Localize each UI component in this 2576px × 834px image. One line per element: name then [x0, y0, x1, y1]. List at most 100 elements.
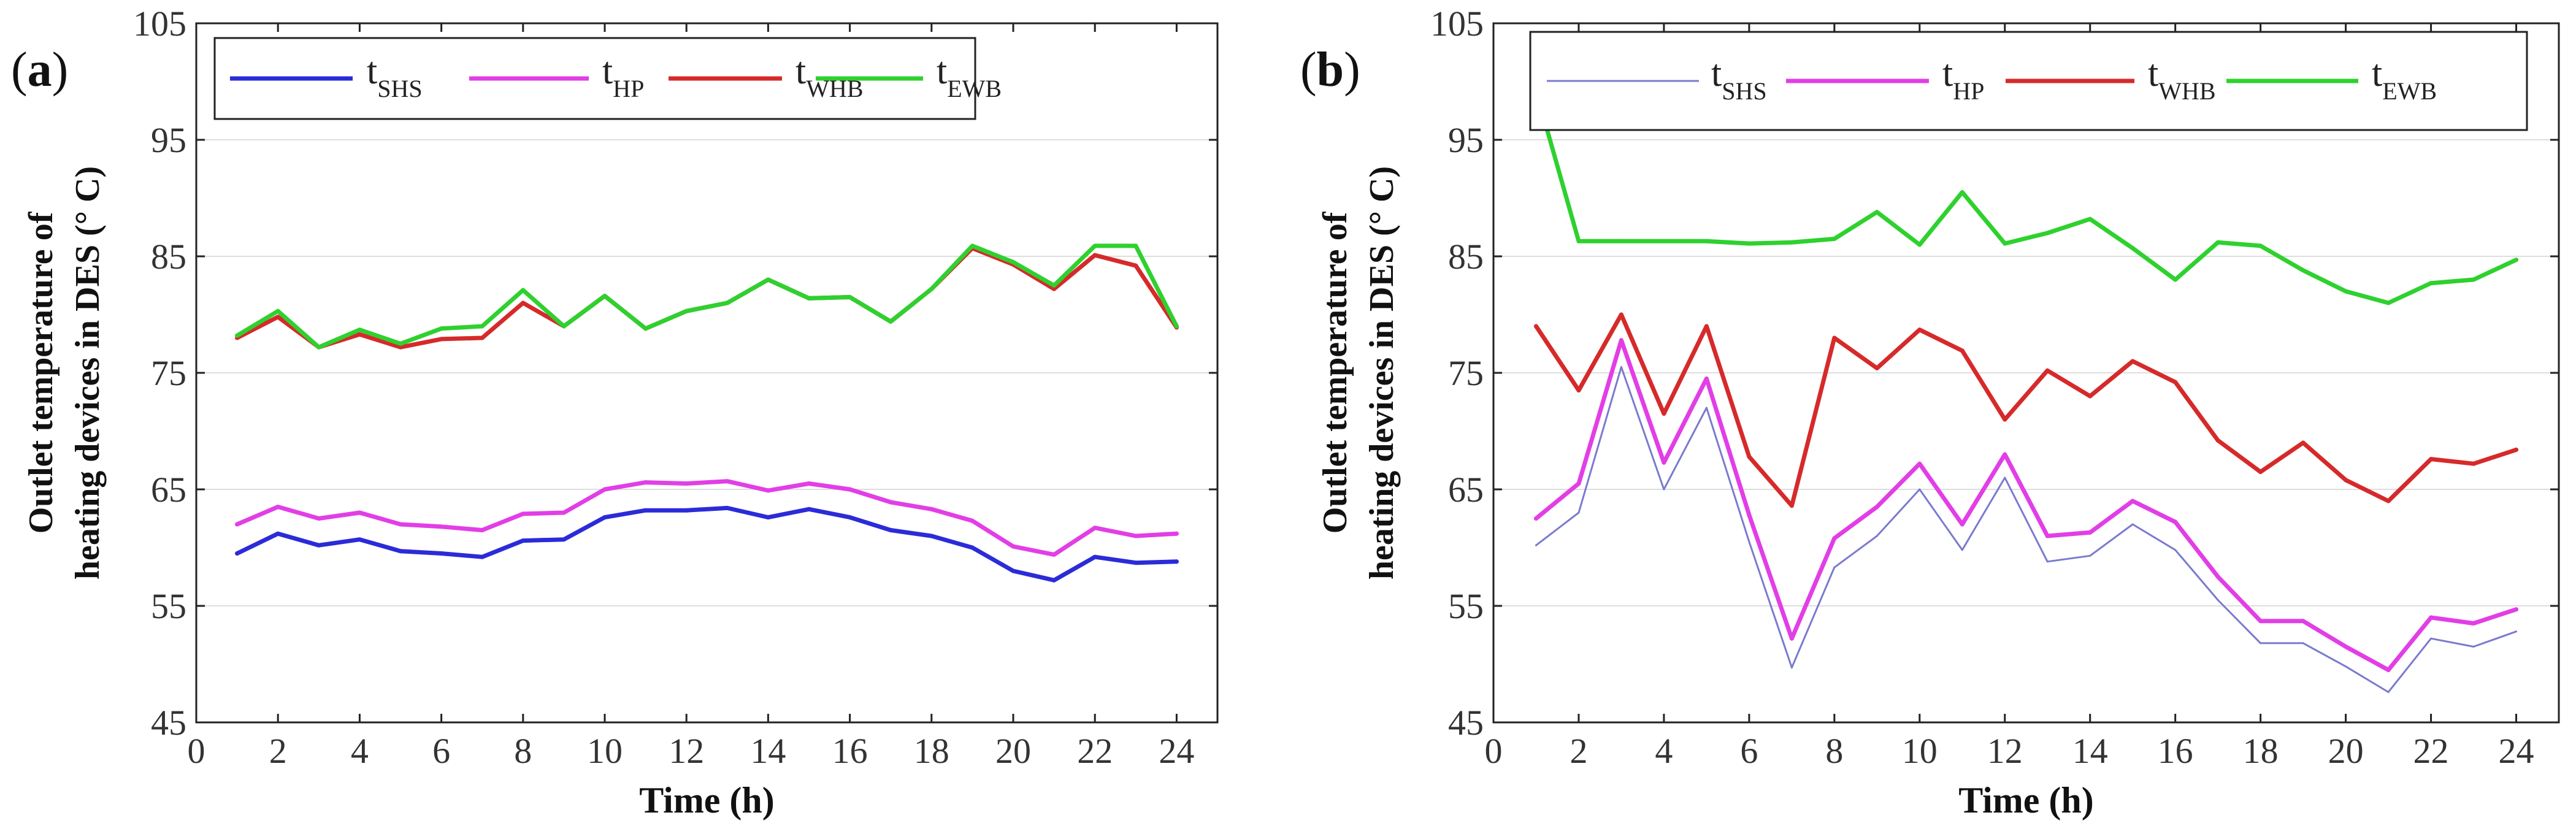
data-point-whb	[1052, 286, 1057, 291]
data-point-ewb	[1576, 239, 1581, 243]
data-point-hp	[1789, 636, 1794, 641]
data-point-hp	[1052, 552, 1057, 557]
x-tick-label: 16	[2158, 731, 2193, 771]
x-tick-label: 8	[514, 731, 532, 771]
data-point-shs	[1663, 488, 1665, 491]
series-line-whb	[235, 246, 1179, 350]
data-point-whb	[1704, 324, 1709, 329]
series-line-shs	[1535, 366, 2517, 694]
y-tick-label: 45	[151, 703, 186, 743]
data-point-shs	[357, 537, 362, 542]
data-point-hp	[2386, 668, 2391, 672]
x-tick-label: 14	[2072, 731, 2108, 771]
data-point-hp	[1917, 461, 1922, 466]
data-point-hp	[1576, 481, 1581, 486]
data-point-ewb	[1662, 239, 1666, 243]
data-point-shs	[480, 554, 485, 559]
data-point-ewb	[1917, 242, 1922, 247]
series-line-hp	[1534, 338, 2518, 672]
data-point-shs	[2260, 642, 2262, 645]
x-tick-label: 18	[914, 731, 949, 771]
data-point-hp	[1092, 526, 1097, 530]
data-point-shs	[1620, 366, 1622, 368]
data-point-whb	[2215, 438, 2220, 443]
data-point-hp	[684, 481, 689, 486]
data-point-shs	[1919, 488, 1921, 491]
data-point-whb	[2088, 394, 2093, 399]
data-point-whb	[2173, 380, 2178, 384]
data-point-hp	[807, 481, 811, 486]
data-point-shs	[2515, 630, 2518, 633]
x-tick-label: 22	[1077, 731, 1113, 771]
data-point-hp	[2215, 575, 2220, 579]
data-point-shs	[765, 515, 770, 520]
panel-label: (b)	[1300, 43, 1360, 97]
data-point-hp	[480, 528, 485, 532]
data-point-shs	[2131, 523, 2134, 526]
legend-label-whb: tWHB	[2148, 53, 2216, 105]
y-tick-label: 85	[151, 237, 186, 277]
data-point-ewb	[275, 308, 280, 313]
data-point-hp	[1662, 460, 1666, 465]
data-point-ewb	[2344, 289, 2348, 294]
data-point-hp	[235, 522, 240, 527]
data-point-hp	[2003, 452, 2007, 457]
data-point-ewb	[2301, 268, 2306, 273]
x-tick-label: 16	[832, 731, 868, 771]
data-point-ewb	[888, 319, 893, 324]
data-point-hp	[1174, 531, 1179, 536]
legend-label-shs: tSHS	[367, 50, 423, 102]
x-tick-label: 8	[1825, 731, 1843, 771]
data-point-ewb	[2045, 231, 2050, 235]
data-point-hp	[1619, 338, 1623, 343]
series-line-whb	[1534, 312, 2518, 508]
data-point-hp	[2514, 607, 2519, 612]
legend-label-ewb: tEWB	[937, 50, 1002, 102]
data-point-whb	[1960, 348, 1965, 353]
data-point-shs	[2089, 554, 2091, 557]
data-point-whb	[1092, 253, 1097, 258]
data-point-ewb	[1052, 283, 1057, 288]
data-point-hp	[439, 524, 444, 529]
y-axis-label-line2: heating devices in DES (° C)	[1363, 166, 1401, 580]
data-point-hp	[316, 516, 321, 521]
data-point-shs	[970, 545, 975, 550]
series-line-ewb	[1534, 88, 2518, 305]
data-point-ewb	[1747, 241, 1752, 246]
data-point-shs	[561, 537, 566, 542]
data-point-hp	[2130, 499, 2135, 503]
data-point-hp	[1533, 516, 1538, 521]
data-point-ewb	[725, 300, 730, 305]
data-point-shs	[1705, 407, 1708, 409]
data-point-shs	[2046, 560, 2049, 563]
y-tick-label: 65	[1448, 470, 1484, 510]
data-point-ewb	[1092, 243, 1097, 248]
x-tick-label: 22	[2413, 731, 2449, 771]
data-point-ewb	[929, 286, 934, 291]
data-point-ewb	[684, 308, 689, 313]
data-point-ewb	[2173, 277, 2178, 282]
x-tick-label: 10	[1902, 731, 1938, 771]
data-point-hp	[1133, 534, 1138, 538]
data-point-ewb	[2130, 246, 2135, 251]
data-point-whb	[275, 315, 280, 319]
data-point-hp	[1832, 536, 1837, 541]
data-point-hp	[561, 510, 566, 515]
data-point-whb	[2429, 457, 2434, 462]
x-tick-label: 24	[1159, 731, 1194, 771]
data-point-hp	[1704, 377, 1709, 381]
data-point-shs	[235, 551, 240, 556]
y-tick-label: 85	[1448, 237, 1484, 277]
x-tick-label: 20	[995, 731, 1031, 771]
data-point-hp	[2344, 645, 2348, 649]
y-tick-label: 45	[1448, 703, 1484, 743]
data-point-shs	[2174, 549, 2177, 551]
data-point-ewb	[2471, 277, 2476, 282]
data-point-shs	[1876, 535, 1878, 537]
x-tick-label: 18	[2243, 731, 2279, 771]
x-tick-label: 4	[351, 731, 369, 771]
x-tick-label: 4	[1655, 731, 1673, 771]
data-point-whb	[2045, 368, 2050, 373]
